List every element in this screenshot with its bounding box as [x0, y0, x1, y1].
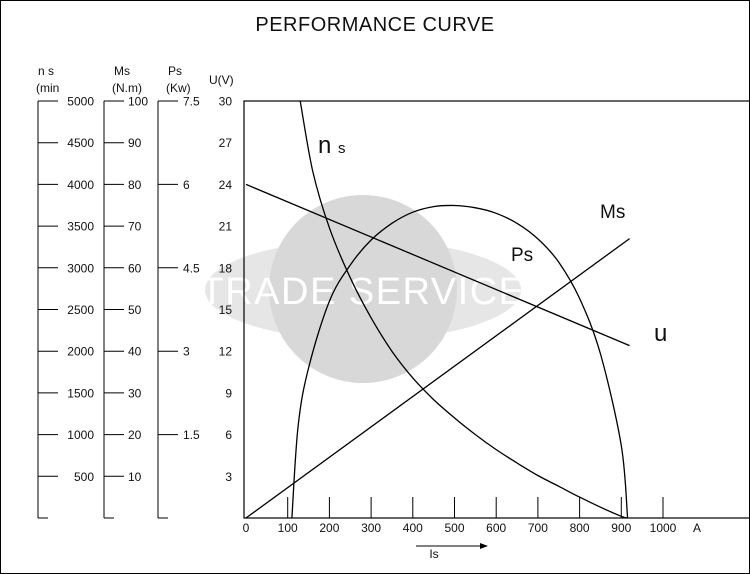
axis-ns-header: n s: [38, 64, 54, 78]
axis-U-tick-label: 15: [219, 303, 233, 317]
axis-Ms-tick-label: 30: [128, 386, 142, 400]
axis-U-tick-label: 27: [219, 136, 233, 150]
axis-Ps-tick-label: 4.5: [183, 261, 200, 275]
x-tick-label: 1000: [650, 521, 677, 535]
axis-ns-tick-label: 500: [74, 470, 94, 484]
axis-U-header: U(V): [209, 73, 234, 87]
series-Ps-curve: [291, 204, 629, 519]
series-ns-curve: [299, 100, 628, 519]
series-Ms-curve: [245, 238, 630, 519]
axis-ns-tick-label: 5000: [67, 95, 94, 109]
x-tick-label: 600: [486, 521, 506, 535]
series-U-label: u: [654, 320, 667, 347]
axis-Ms-tick-label: 50: [128, 303, 142, 317]
axis-U-tick-label: 18: [219, 261, 233, 275]
axis-U-tick-label: 24: [219, 178, 233, 192]
axis-Ps-tick-label: 6: [183, 178, 190, 192]
axis-ns-tick-label: 1500: [67, 386, 94, 400]
x-axis-label: Is: [429, 547, 438, 561]
axis-Ms-header: (N.m): [112, 81, 142, 95]
x-unit-label: A: [693, 521, 701, 535]
x-tick-label: 800: [570, 521, 590, 535]
axis-Ps-header: Ps: [168, 64, 182, 78]
axis-ns-tick-label: 3500: [67, 220, 94, 234]
x-tick-label: 500: [444, 521, 464, 535]
watermark-text: TRADE SERVICE: [201, 271, 526, 313]
watermark: TRADE SERVICE: [201, 195, 526, 383]
axis-Ps-tick-label: 7.5: [183, 95, 200, 109]
axis-ns-tick-label: 3000: [67, 261, 94, 275]
x-tick-label: 100: [278, 521, 298, 535]
x-tick-label: 400: [403, 521, 423, 535]
axis-ns-header: (min: [36, 81, 59, 95]
axis-Ps-header: (Kw): [166, 81, 191, 95]
axis-Ms-tick-label: 10: [128, 470, 142, 484]
axis-U-tick-label: 21: [219, 220, 233, 234]
x-tick-label: 300: [361, 521, 381, 535]
axis-ns-tick-label: 4500: [67, 136, 94, 150]
axis-Ms-tick-label: 100: [128, 95, 148, 109]
series-ns-label: n: [318, 132, 331, 159]
axis-Ms-tick-label: 20: [128, 428, 142, 442]
x-tick-label: 700: [528, 521, 548, 535]
x-tick-label: 200: [319, 521, 339, 535]
axis-Ps-tick-label: 3: [183, 345, 190, 359]
axis-Ms-tick-label: 80: [128, 178, 142, 192]
axis-Ms-tick-label: 90: [128, 136, 142, 150]
axis-Ms-tick-label: 60: [128, 261, 142, 275]
axis-U-tick-label: 3: [225, 470, 232, 484]
axis-ns-tick-label: 4000: [67, 178, 94, 192]
axis-Ms-tick-label: 40: [128, 345, 142, 359]
axis-ns-tick-label: 1000: [67, 428, 94, 442]
axis-ns-tick-label: 2000: [67, 345, 94, 359]
axis-U-tick-label: 30: [219, 95, 233, 109]
axis-U-tick-label: 9: [225, 386, 232, 400]
x-tick-label: 900: [611, 521, 631, 535]
axis-Ms-tick-label: 70: [128, 220, 142, 234]
plot-area: [243, 100, 750, 519]
x-tick-label: 0: [243, 521, 250, 535]
series-ns-label-sub: s: [338, 140, 346, 157]
axis-U-tick-label: 6: [225, 428, 232, 442]
axis-Ms-header: Ms: [114, 64, 130, 78]
series-Ms-label: Ms: [600, 202, 625, 223]
series-Ps-label: Ps: [511, 245, 533, 266]
chart-title: PERFORMANCE CURVE: [255, 14, 495, 36]
axis-Ps-tick-label: 1.5: [183, 428, 200, 442]
axis-U-tick-label: 12: [219, 345, 233, 359]
series-U-curve: [245, 183, 630, 347]
axis-ns-tick-label: 2500: [67, 303, 94, 317]
